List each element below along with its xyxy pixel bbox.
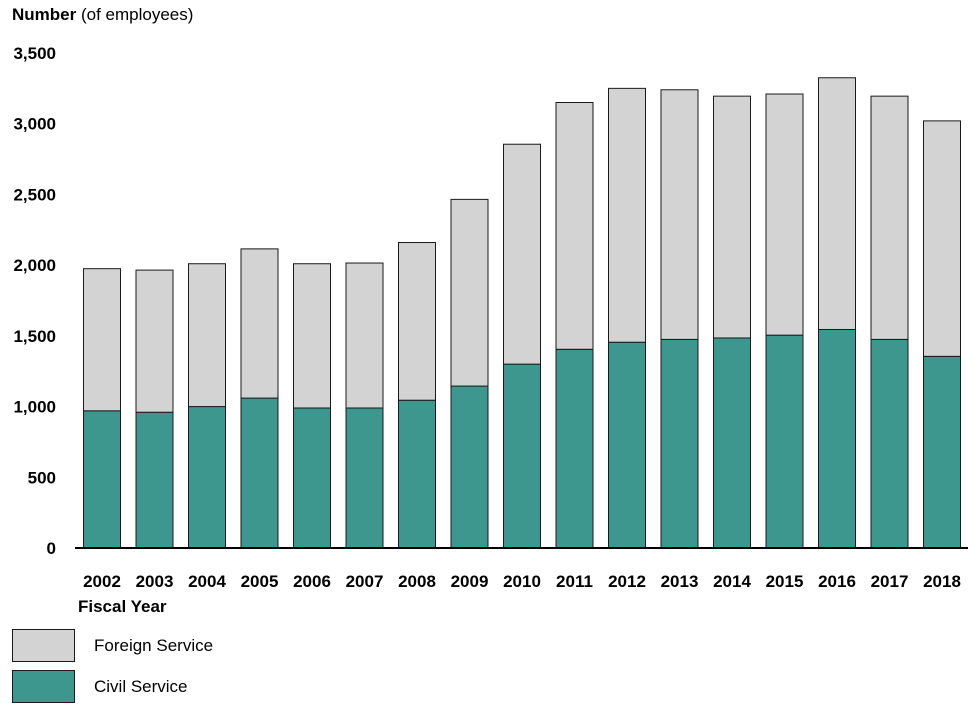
- bar-civil-service: [713, 337, 751, 549]
- bar-civil-service: [240, 397, 279, 549]
- bar-foreign-service: [503, 143, 541, 365]
- bar-foreign-service: [765, 93, 804, 336]
- bar-civil-service: [818, 328, 856, 549]
- y-axis-title-bold: Number: [12, 5, 77, 24]
- bar-foreign-service: [923, 120, 961, 357]
- legend-label-civil-service: Civil Service: [94, 677, 188, 696]
- x-tick-label: 2015: [766, 572, 804, 591]
- x-tick-label: 2016: [818, 572, 856, 591]
- x-tick-label: 2018: [923, 572, 961, 591]
- bar-foreign-service: [135, 269, 174, 413]
- bar-foreign-service: [188, 263, 226, 408]
- y-tick-label: 500: [28, 468, 56, 487]
- y-tick-label: 3,000: [13, 115, 56, 134]
- bar-civil-service: [765, 334, 804, 549]
- bar-foreign-service: [660, 89, 699, 340]
- bar-foreign-service: [240, 248, 279, 399]
- x-tick-label: 2009: [451, 572, 489, 591]
- legend-item-foreign-service: Foreign Service: [12, 629, 312, 670]
- x-axis-title: Fiscal Year: [78, 597, 167, 616]
- y-tick-label: 3,500: [13, 44, 56, 63]
- y-tick-label: 1,500: [13, 327, 56, 346]
- bar-civil-service: [398, 399, 436, 549]
- legend-item-civil-service: Civil Service: [12, 670, 312, 711]
- legend: Foreign Service Civil Service: [12, 629, 312, 711]
- x-tick-label: 2008: [398, 572, 436, 591]
- y-tick-label: 1,000: [13, 398, 56, 417]
- y-tick-label: 2,000: [13, 256, 56, 275]
- x-tick-label: 2014: [713, 572, 751, 591]
- bar-foreign-service: [345, 262, 384, 409]
- x-tick-label: 2011: [556, 572, 593, 591]
- y-tick-label: 0: [47, 539, 56, 558]
- x-tick-label: 2006: [293, 572, 331, 591]
- bar-foreign-service: [713, 95, 751, 339]
- bar-civil-service: [450, 385, 489, 549]
- bar-civil-service: [608, 341, 646, 549]
- x-tick-label: 2007: [346, 572, 384, 591]
- legend-swatch-civil-service: [12, 670, 75, 703]
- bar-civil-service: [555, 348, 594, 549]
- bar-civil-service: [503, 363, 541, 549]
- y-tick-label: 2,500: [13, 185, 56, 204]
- bar-foreign-service: [398, 242, 436, 401]
- x-tick-label: 2002: [83, 572, 121, 591]
- bar-foreign-service: [870, 95, 909, 340]
- x-tick-label: 2003: [136, 572, 174, 591]
- x-tick-label: 2004: [188, 572, 226, 591]
- bar-foreign-service: [293, 263, 331, 409]
- bar-civil-service: [188, 406, 226, 549]
- x-tick-label: 2017: [871, 572, 909, 591]
- x-tick-label: 2012: [608, 572, 646, 591]
- bar-civil-service: [293, 407, 331, 549]
- bar-civil-service: [870, 338, 909, 549]
- bar-civil-service: [83, 410, 121, 549]
- bar-civil-service: [923, 355, 961, 549]
- x-tick-label: 2005: [241, 572, 279, 591]
- x-tick-label: 2010: [503, 572, 541, 591]
- bar-foreign-service: [608, 87, 646, 343]
- bar-foreign-service: [450, 198, 489, 387]
- bar-foreign-service: [83, 268, 121, 412]
- y-axis-title-unit: (of employees): [76, 5, 194, 24]
- bar-civil-service: [135, 411, 174, 549]
- stacked-bar-chart: 0 500 1,000 1,500 2,000 2,500 3,000 3,500 2002 20…: [13, 44, 968, 591]
- legend-label-foreign-service: Foreign Service: [94, 636, 214, 655]
- bar-foreign-service: [818, 77, 856, 330]
- bar-foreign-service: [555, 102, 594, 350]
- legend-swatch-foreign-service: [12, 629, 75, 662]
- bar-civil-service: [660, 338, 699, 549]
- y-axis-title: Number (of employees): [12, 5, 193, 25]
- x-tick-label: 2013: [661, 572, 699, 591]
- bar-civil-service: [345, 407, 384, 549]
